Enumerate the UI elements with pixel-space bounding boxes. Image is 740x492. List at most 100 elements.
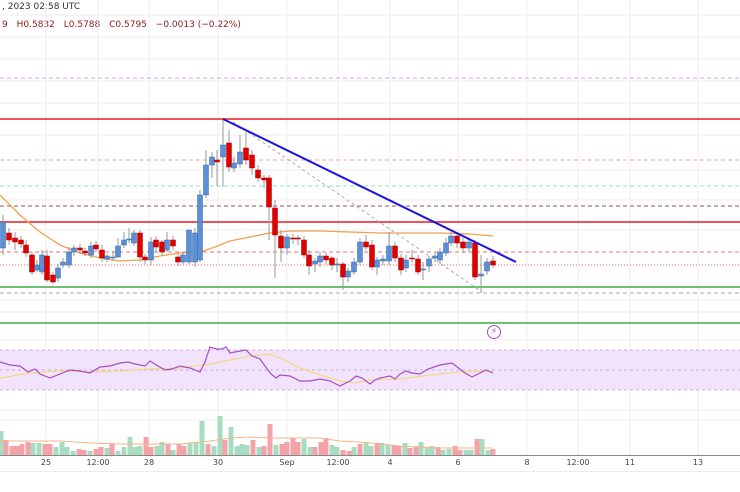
bull-candle — [345, 270, 351, 278]
bull-candle — [55, 267, 61, 279]
bull-candle — [197, 194, 203, 261]
bear-candle — [82, 250, 88, 254]
bear-candle — [454, 235, 460, 244]
bear-candle — [363, 241, 369, 248]
bull-candle — [478, 273, 484, 277]
bull-candle — [380, 258, 386, 262]
volume-bar — [407, 448, 413, 455]
volume-bar — [3, 440, 9, 455]
bull-candle — [71, 247, 77, 253]
bull-candle — [334, 263, 340, 266]
volume-bar — [379, 443, 385, 455]
bull-candle — [192, 232, 198, 263]
bear-candle — [153, 239, 159, 248]
volume-bar — [53, 447, 59, 455]
volume-bar — [374, 443, 380, 455]
bull-candle — [88, 245, 94, 256]
lightning-icon[interactable]: ⚡ — [487, 325, 501, 339]
volume-bar — [211, 446, 217, 455]
bull-candle — [374, 259, 380, 268]
volume-bar — [93, 449, 99, 455]
bull-candle — [426, 258, 432, 267]
bull-candle — [466, 241, 472, 249]
volume-bar — [59, 442, 65, 455]
volume-bar — [440, 450, 446, 455]
volume-bar — [284, 442, 290, 455]
volume-bar — [239, 444, 245, 455]
bear-candle — [278, 235, 284, 249]
volume-bar — [295, 442, 301, 455]
bear-candle — [29, 254, 35, 273]
volume-bar — [205, 444, 211, 455]
bull-candle — [164, 239, 170, 251]
bear-candle — [301, 239, 307, 256]
bear-candle — [392, 245, 398, 259]
bull-candle — [66, 251, 72, 266]
bear-candle — [243, 147, 249, 161]
bear-candle — [137, 232, 143, 258]
bull-candle — [448, 235, 454, 244]
bull-candle — [432, 255, 438, 259]
bear-candle — [214, 159, 220, 163]
volume-bar — [176, 444, 182, 455]
time-axis-label: 8 — [524, 458, 530, 467]
bull-candle — [312, 260, 318, 265]
volume-bar — [418, 442, 424, 455]
volume-bar — [64, 447, 70, 455]
bear-candle — [159, 241, 165, 253]
bear-candle — [255, 169, 261, 179]
bull-candle — [484, 261, 490, 272]
time-axis-label: 4 — [387, 458, 393, 467]
time-axis-label: Sep — [279, 458, 295, 467]
bull-candle — [420, 268, 426, 271]
volume-bar — [413, 447, 419, 455]
bull-candle — [231, 162, 237, 169]
bear-candle — [290, 237, 296, 240]
volume-bar — [148, 447, 154, 455]
bear-candle — [409, 257, 415, 260]
volume-bar — [261, 446, 267, 455]
volume-bar — [363, 443, 369, 455]
bull-candle — [317, 255, 323, 263]
bull-candle — [104, 255, 110, 260]
volume-bar — [193, 443, 199, 455]
bear-candle — [369, 244, 375, 268]
horizontal-levels[interactable] — [0, 77, 740, 324]
ohlc-change: −0.0013 (−0.22%) — [155, 20, 241, 30]
volume-bar — [429, 446, 435, 455]
bull-candle — [34, 264, 40, 271]
volume-bar — [0, 431, 4, 455]
bearish-trendline[interactable] — [222, 118, 517, 263]
bull-candle — [186, 229, 192, 263]
bear-candle — [306, 254, 312, 267]
time-axis-label: 6 — [455, 458, 461, 467]
ohlc-high: H0.5832 — [16, 20, 55, 30]
volume-bar — [98, 447, 104, 455]
time-axis-label: 12:00 — [326, 458, 350, 467]
ohlc-open: 9 — [2, 20, 8, 30]
bull-candle — [203, 164, 209, 196]
volume-bar — [42, 444, 48, 455]
volume-bar — [307, 447, 313, 455]
bear-candle — [323, 255, 329, 261]
volume-bar — [199, 421, 205, 455]
chart-date-header: , 2023 02:58 UTC — [2, 2, 81, 12]
bull-candle — [126, 238, 132, 241]
volume-bar — [36, 443, 42, 455]
volume-bar — [187, 443, 193, 455]
volume-bar — [137, 446, 143, 455]
volume-bar — [25, 442, 31, 455]
time-axis-label: 12:00 — [566, 458, 590, 467]
volume-bar — [87, 451, 93, 455]
fib-line — [232, 121, 483, 293]
volume-bar — [446, 449, 452, 455]
bull-candle — [220, 144, 226, 158]
rsi-ma-line — [0, 353, 494, 384]
fib-dashed-line[interactable] — [232, 121, 483, 293]
volume-bar — [340, 450, 346, 455]
bear-candle — [12, 237, 18, 243]
bear-candle — [460, 241, 466, 249]
bull-candle — [148, 241, 154, 261]
volume-bar — [279, 444, 285, 455]
